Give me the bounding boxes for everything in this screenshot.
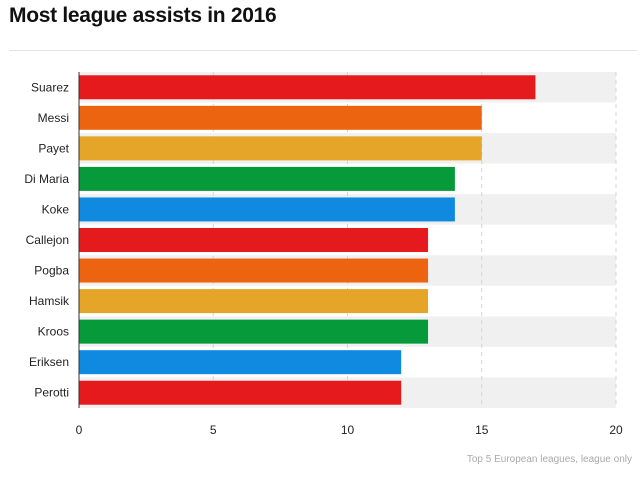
bar-eriksen[interactable] — [79, 350, 402, 375]
bar-koke[interactable] — [79, 197, 455, 222]
category-label: Eriksen — [29, 355, 69, 369]
category-label: Koke — [42, 202, 70, 216]
x-tick-label: 10 — [341, 423, 355, 437]
bar-hamsik[interactable] — [79, 289, 429, 314]
x-tick-label: 5 — [210, 423, 217, 437]
category-label: Kroos — [38, 325, 69, 339]
bar-di-maria[interactable] — [79, 166, 455, 191]
source-note: Top 5 European leagues, league only — [466, 454, 632, 465]
bar-messi[interactable] — [79, 105, 482, 130]
x-tick-label: 0 — [76, 423, 83, 437]
title-divider — [9, 50, 637, 51]
bar-pogba[interactable] — [79, 258, 429, 283]
x-tick-labels: 0 5 10 15 20 — [76, 423, 623, 437]
chart-title: Most league assists in 2016 — [9, 4, 277, 27]
category-label: Payet — [38, 141, 69, 155]
category-label: Pogba — [34, 264, 69, 278]
category-label: Messi — [38, 111, 69, 125]
category-label: Di Maria — [24, 172, 69, 186]
bar-callejon[interactable] — [79, 228, 429, 252]
bar-kroos[interactable] — [79, 319, 429, 344]
category-label: Callejon — [26, 233, 69, 247]
bar-suarez[interactable] — [79, 75, 536, 100]
bar-perotti[interactable] — [79, 380, 402, 405]
category-label: Hamsik — [29, 294, 70, 308]
bar-payet[interactable] — [79, 136, 482, 161]
bars — [79, 75, 536, 405]
category-label: Perotti — [34, 386, 69, 400]
x-tick-label: 20 — [609, 423, 623, 437]
category-label: Suarez — [31, 80, 69, 94]
category-labels: Suarez Messi Payet Di Maria Koke Callejon Pogb… — [24, 80, 70, 399]
x-tick-label: 15 — [475, 423, 489, 437]
